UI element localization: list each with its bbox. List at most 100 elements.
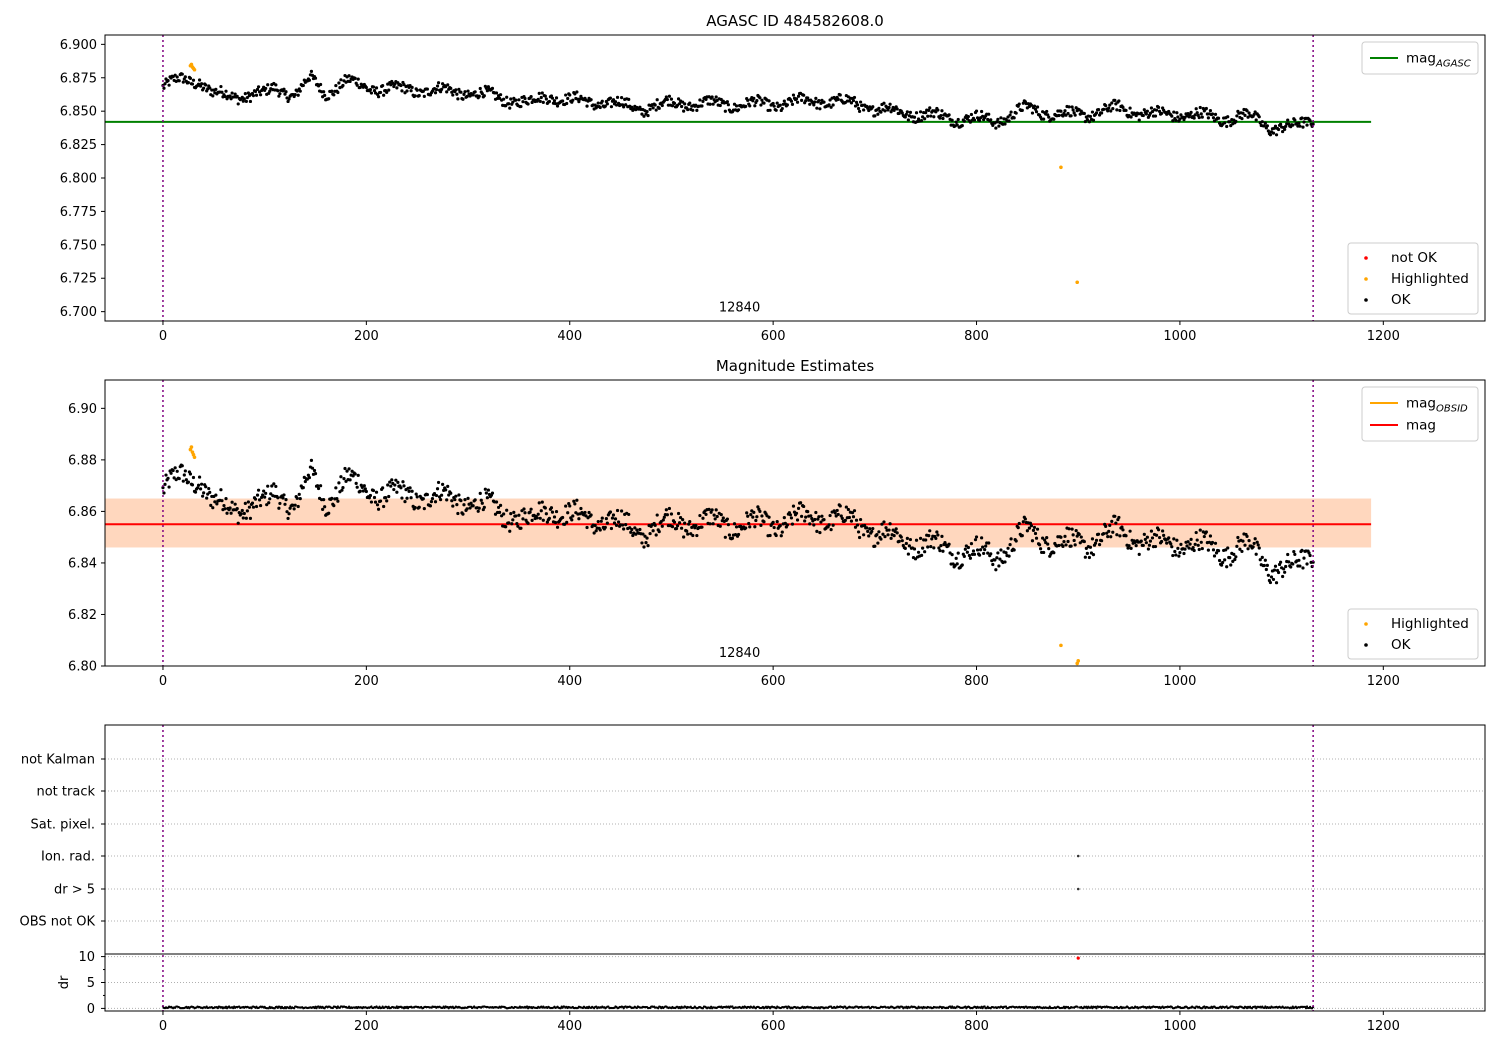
chart-1-point-ok: [382, 504, 386, 509]
chart-0-point-ok: [1198, 105, 1202, 110]
chart-1-point-ok: [1032, 525, 1037, 530]
chart-1-point-ok: [1308, 553, 1312, 558]
chart-0-point-ok: [802, 93, 806, 97]
chart-1-point-ok: [751, 515, 755, 519]
chart-1-point-ok: [748, 525, 752, 529]
chart-1-point-ok: [967, 553, 972, 558]
chart-0-point-ok: [1066, 111, 1070, 116]
chart-1-point-ok: [1256, 543, 1260, 547]
chart-0-point-ok: [242, 97, 246, 101]
chart-1-point-ok: [1220, 563, 1224, 567]
chart-1-point-ok: [330, 496, 334, 500]
chart-0-ytick-label: 6.700: [60, 305, 97, 320]
chart-1-point-ok: [318, 484, 323, 488]
chart-1-point-ok: [754, 518, 758, 523]
chart-1-point-ok: [835, 508, 839, 513]
chart-0-point-ok: [385, 90, 389, 94]
chart-1-point-ok: [930, 537, 934, 541]
chart-1-point-ok: [701, 516, 705, 520]
chart-0-point-ok: [1029, 103, 1034, 107]
chart-1-point-ok: [389, 484, 393, 488]
chart-1-point-ok: [1187, 546, 1191, 550]
chart-1-point-ok: [974, 535, 979, 539]
chart-1-point-ok: [993, 558, 997, 562]
chart-2-dr-tick-label: 0: [87, 1002, 95, 1017]
chart-1-point-ok: [413, 505, 417, 510]
chart-1-point-ok: [200, 482, 204, 486]
chart-1-point-ok: [1157, 535, 1162, 540]
chart-0-point-ok: [603, 104, 607, 108]
chart-1-point-ok: [592, 531, 596, 535]
chart-1-point-ok: [1276, 570, 1281, 575]
chart-1-point-ok: [803, 519, 807, 523]
chart-0-point-ok: [796, 94, 801, 98]
chart-1-point-ok: [593, 523, 597, 528]
chart-1-point-ok: [543, 506, 547, 510]
chart-0-point-ok: [665, 97, 669, 102]
chart-1-point-ok: [1211, 548, 1216, 552]
chart-0-point-ok: [838, 93, 842, 97]
chart-0-point-ok: [751, 99, 755, 103]
chart-0-point-ok: [972, 118, 977, 122]
chart-1-point-ok: [939, 543, 943, 548]
chart-1-point-ok: [1194, 530, 1198, 535]
chart-0-point-ok: [698, 98, 702, 102]
chart-0-legend-point-label: OK: [1391, 292, 1412, 308]
chart-0-point-ok: [714, 95, 718, 99]
chart-0-point-ok: [287, 97, 291, 101]
chart-0-point-ok: [307, 78, 312, 82]
chart-0-point-ok: [1059, 109, 1063, 113]
chart-1-point-ok: [1066, 539, 1070, 544]
chart-0-point-ok: [233, 92, 237, 96]
chart-2-flag-point: [1076, 887, 1080, 891]
chart-0-point-ok: [536, 97, 540, 101]
chart-0-point-ok: [923, 117, 927, 121]
chart-0-point-ok: [400, 89, 404, 93]
chart-1-point-ok: [1173, 549, 1177, 554]
chart-1-point-ok: [205, 496, 209, 500]
chart-1-point-ok: [235, 507, 239, 511]
chart-1-point-ok: [511, 518, 515, 522]
chart-0-point-ok: [904, 112, 908, 117]
chart-1-point-ok: [1153, 544, 1158, 549]
chart-0-point-ok: [620, 95, 624, 100]
chart-1-point-ok: [297, 492, 301, 496]
chart-1-point-ok: [870, 529, 874, 534]
chart-1-point-ok: [394, 478, 398, 482]
chart-1-point-ok: [402, 484, 406, 488]
chart-1-point-ok: [415, 495, 419, 499]
chart-0-point-ok: [1195, 111, 1199, 115]
chart-1-point-ok: [923, 550, 927, 554]
chart-1-point-ok: [224, 497, 228, 501]
chart-0-point-ok: [478, 86, 482, 91]
chart-0-point-ok: [1014, 111, 1018, 115]
chart-0-point-ok: [1087, 120, 1092, 124]
chart-1-point-ok: [284, 498, 288, 502]
chart-1-point-ok: [895, 531, 899, 535]
chart-1-point-ok: [609, 526, 614, 531]
chart-0-point-ok: [1245, 109, 1249, 113]
chart-1-point-ok: [498, 503, 503, 507]
chart-0-point-ok: [1071, 108, 1075, 112]
chart-0-point-ok: [924, 111, 928, 115]
chart-1-point-ok: [1017, 521, 1021, 526]
chart-0-point-ok: [296, 93, 300, 97]
chart-1-point-ok: [767, 515, 771, 519]
chart-1-point-ok: [241, 516, 245, 520]
chart-1-point-ok: [401, 480, 405, 484]
chart-1-point-ok: [1301, 566, 1305, 570]
chart-0-point-ok: [589, 98, 593, 102]
chart-0-point-ok: [253, 89, 258, 94]
chart-1-point-ok: [989, 552, 993, 556]
chart-0-point-ok: [509, 97, 513, 101]
chart-1-point-ok: [926, 545, 930, 549]
chart-1-point-ok: [445, 498, 449, 502]
chart-1-point-ok: [296, 504, 300, 509]
chart-0-point-ok: [332, 93, 336, 97]
chart-1-point-ok: [1251, 545, 1255, 549]
chart-1-point-ok: [599, 519, 603, 523]
chart-0-point-ok: [700, 104, 704, 108]
chart-1-point-ok: [361, 489, 365, 493]
chart-0-point-ok: [1273, 124, 1278, 128]
chart-1-point-ok: [348, 478, 352, 482]
